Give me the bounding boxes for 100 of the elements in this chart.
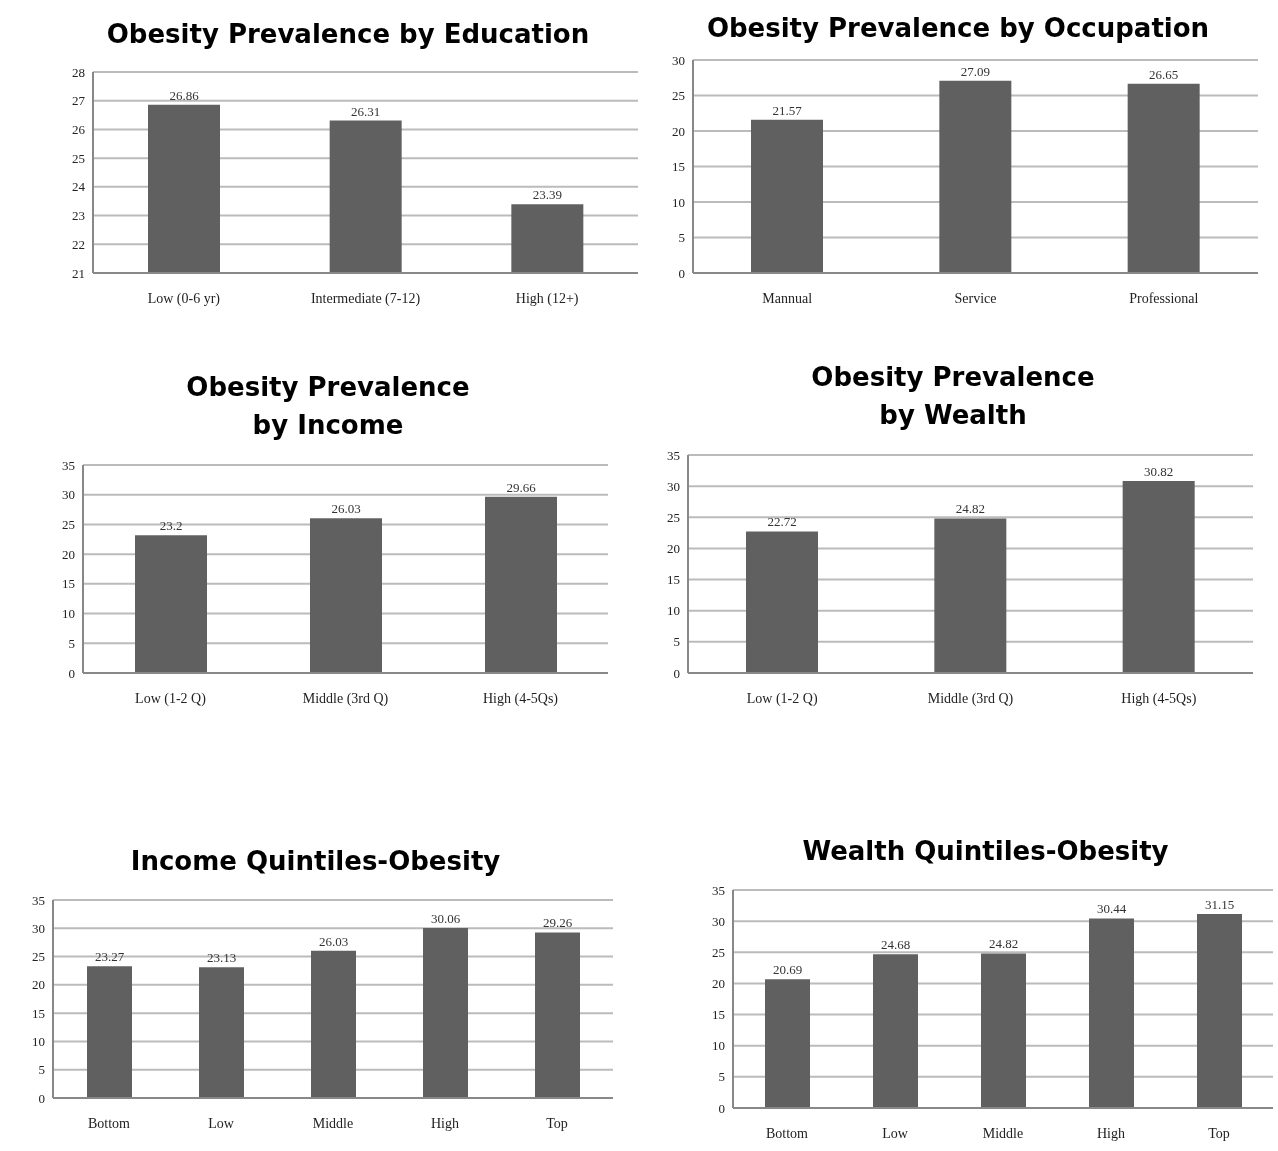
y-tick-label: 30: [32, 920, 45, 936]
data-label: 29.26: [542, 915, 573, 931]
y-tick-label: 30: [62, 487, 75, 503]
y-tick-label: 35: [62, 457, 75, 473]
chart-title: Obesity Prevalence by Education: [105, 18, 591, 51]
x-tick-label: Service: [954, 290, 997, 306]
data-label: 23.39: [532, 187, 562, 203]
y-tick-label: 10: [667, 603, 680, 619]
x-tick-label: Low: [882, 1125, 909, 1141]
y-tick-label: 35: [667, 447, 680, 463]
y-tick-label: 5: [673, 634, 680, 650]
chart-title: Wealth Quintiles-Obesity: [801, 834, 1170, 868]
x-tick-label: Low (1-2 Q): [746, 690, 818, 707]
y-tick-label: 23: [72, 208, 85, 224]
x-tick-label: High: [1097, 1125, 1125, 1141]
data-label: 24.82: [988, 936, 1019, 952]
y-tick-label: 5: [678, 230, 685, 246]
y-tick-label: 5: [718, 1069, 725, 1085]
bar: [981, 953, 1026, 1108]
data-label: 29.66: [506, 479, 537, 495]
data-label: 27.09: [960, 63, 990, 79]
y-tick-label: 10: [712, 1038, 725, 1054]
y-tick-label: 0: [673, 665, 680, 681]
y-tick-label: 25: [62, 517, 75, 533]
y-tick-label: 10: [32, 1034, 45, 1050]
bar: [873, 954, 918, 1108]
y-tick-label: 25: [72, 150, 85, 166]
y-tick-label: 20: [62, 546, 75, 562]
bar: [87, 966, 132, 1098]
x-tick-label: Middle: [982, 1125, 1024, 1141]
x-tick-label: Mannual: [762, 290, 813, 306]
x-tick-label: Intermediate (7-12): [310, 290, 421, 307]
bar: [423, 927, 468, 1098]
y-tick-label: 15: [712, 1007, 725, 1023]
y-tick-label: 0: [38, 1090, 45, 1106]
y-tick-label: 24: [72, 179, 86, 195]
x-tick-label: High: [431, 1115, 459, 1131]
bar: [934, 518, 1007, 673]
data-label: 23.2: [159, 518, 183, 534]
data-label: 26.03: [318, 933, 349, 949]
y-tick-label: 10: [672, 194, 685, 210]
x-tick-label: Middle: [312, 1115, 354, 1131]
y-tick-label: 5: [68, 635, 75, 651]
y-tick-label: 35: [32, 892, 45, 908]
y-tick-label: 25: [712, 944, 725, 960]
y-tick-label: 0: [678, 265, 685, 281]
y-tick-label: 22: [72, 236, 85, 252]
y-tick-label: 15: [667, 572, 680, 588]
x-tick-label: Low (0-6 yr): [147, 290, 221, 307]
bar: [1127, 83, 1200, 273]
x-tick-label: High (4-5Qs): [1121, 690, 1197, 707]
data-label: 30.44: [1096, 901, 1127, 917]
bar: [199, 967, 244, 1098]
y-tick-label: 30: [712, 913, 725, 929]
data-label: 30.82: [1144, 464, 1174, 480]
x-tick-label: Middle (3rd Q): [302, 690, 389, 707]
y-tick-label: 30: [672, 52, 685, 68]
chart-title: Obesity Prevalence by Wealth: [810, 360, 1096, 432]
data-label: 22.72: [767, 514, 797, 530]
data-label: 24.82: [955, 501, 985, 517]
bar: [535, 932, 580, 1098]
x-tick-label: Bottom: [765, 1125, 809, 1141]
chart-title: Obesity Prevalence by Income: [185, 370, 471, 442]
y-tick-label: 20: [667, 541, 680, 557]
x-tick-label: High (12+): [515, 290, 579, 307]
chart-title: Obesity Prevalence by Occupation: [705, 12, 1211, 45]
x-tick-label: Top: [546, 1115, 568, 1131]
x-tick-label: Low: [208, 1115, 235, 1131]
y-tick-label: 20: [32, 977, 45, 993]
data-label: 26.86: [169, 87, 200, 103]
y-tick-label: 25: [672, 88, 685, 104]
bar: [311, 950, 356, 1098]
x-tick-label: Low (1-2 Q): [135, 690, 207, 707]
x-tick-label: Top: [1208, 1125, 1230, 1141]
y-tick-label: 10: [62, 606, 75, 622]
data-label: 26.31: [351, 103, 381, 119]
x-tick-label: Professional: [1129, 290, 1199, 306]
y-tick-label: 0: [718, 1100, 725, 1116]
y-tick-label: 21: [72, 265, 85, 281]
data-label: 26.03: [331, 501, 361, 517]
x-tick-label: High (4-5Qs): [482, 690, 559, 707]
data-label: 26.65: [1149, 66, 1179, 82]
data-label: 30.06: [430, 910, 461, 926]
bar: [1122, 481, 1195, 673]
y-tick-label: 25: [32, 949, 45, 965]
y-tick-label: 35: [712, 882, 725, 898]
x-tick-label: Bottom: [87, 1115, 131, 1131]
data-label: 21.57: [772, 102, 803, 118]
bar: [765, 979, 810, 1108]
y-tick-label: 30: [667, 478, 680, 494]
bar: [1089, 918, 1134, 1108]
y-tick-label: 28: [72, 64, 85, 80]
bar: [746, 531, 818, 673]
bar: [1197, 913, 1242, 1108]
y-tick-label: 5: [38, 1062, 45, 1078]
y-tick-label: 26: [72, 122, 86, 138]
y-tick-label: 15: [672, 159, 685, 175]
y-tick-label: 25: [667, 509, 680, 525]
y-tick-label: 27: [72, 93, 86, 109]
bar: [939, 80, 1012, 273]
